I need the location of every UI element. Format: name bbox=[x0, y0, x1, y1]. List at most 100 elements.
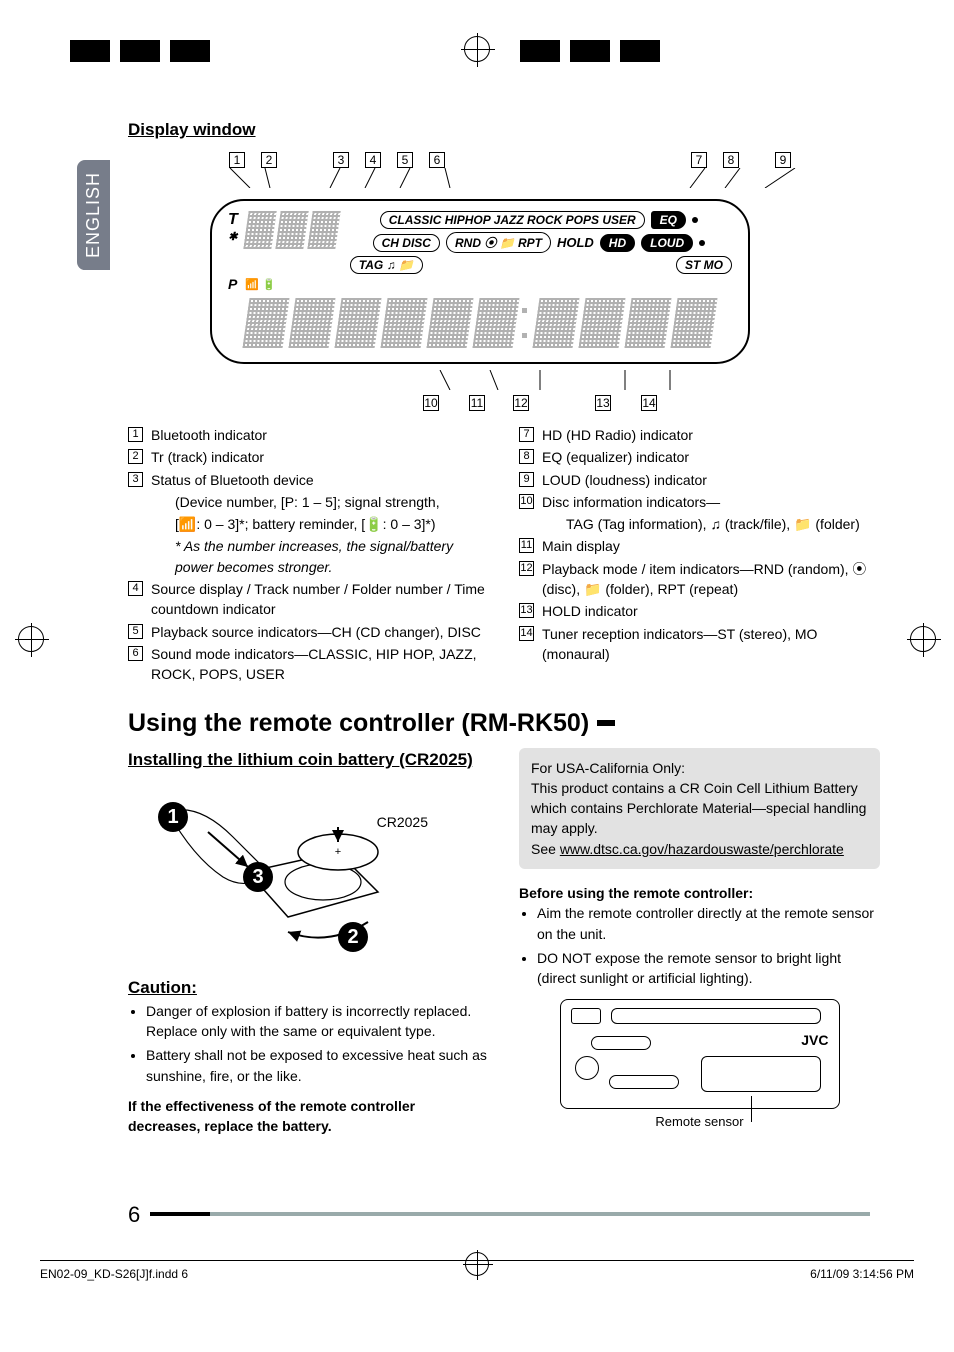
definition-row: 13HOLD indicator bbox=[519, 601, 880, 621]
definition-number: 12 bbox=[519, 561, 534, 576]
effectiveness-note: If the effectiveness of the remote contr… bbox=[128, 1096, 489, 1137]
install-heading: Installing the lithium coin battery (CR2… bbox=[128, 748, 489, 773]
lcd-panel: T ✱ CLASSIC HIPHOP JAZZ ROCK POPS USER E… bbox=[210, 199, 750, 364]
definition-number: 13 bbox=[519, 603, 534, 618]
callout-10: 10 bbox=[423, 395, 439, 411]
callout-12: 12 bbox=[513, 395, 529, 411]
definition-text: Bluetooth indicator bbox=[151, 425, 267, 445]
registration-mark-top bbox=[464, 36, 490, 62]
definition-number: 6 bbox=[128, 646, 143, 661]
lcd-p-label: P bbox=[228, 276, 237, 292]
caution-list: Danger of explosion if battery is incorr… bbox=[128, 1001, 489, 1086]
definition-number: 14 bbox=[519, 626, 534, 641]
lcd-t-label: T bbox=[228, 211, 238, 229]
definition-row: 1 Bluetooth indicator bbox=[128, 425, 489, 445]
head-unit-figure: JVC bbox=[560, 999, 840, 1109]
definition-number: 4 bbox=[128, 581, 143, 596]
callout-6: 6 bbox=[429, 152, 445, 168]
definition-row: 11 Main display bbox=[519, 536, 880, 556]
definition-number: 2 bbox=[128, 449, 143, 464]
callout-1: 1 bbox=[229, 152, 245, 168]
lcd-stmo: ST MO bbox=[676, 256, 732, 274]
page-content: ENGLISH Display window 1 2 3 4 5 6 7 8 9 bbox=[80, 120, 880, 1137]
definition-text: Playback mode / item indicators—RND (ran… bbox=[542, 559, 880, 600]
battery-install-figure: + 1 3 2 CR2025 bbox=[138, 782, 438, 962]
definition-text: [📶: 0 – 3]*; battery reminder, [🔋: 0 – 3… bbox=[175, 514, 436, 534]
definition-text: (Device number, [P: 1 – 5]; signal stren… bbox=[175, 492, 440, 512]
definition-number: 11 bbox=[519, 538, 534, 553]
before-item: Aim the remote controller directly at th… bbox=[537, 903, 880, 944]
registration-mark-left bbox=[18, 626, 44, 652]
callout-2: 2 bbox=[261, 152, 277, 168]
svg-text:+: + bbox=[335, 846, 341, 858]
right-column: For USA-California Only: This product co… bbox=[519, 748, 880, 1137]
california-line1: For USA-California Only: bbox=[531, 758, 868, 778]
callout-7: 7 bbox=[691, 152, 707, 168]
footer-left: EN02-09_KD-S26[J]f.indd 6 bbox=[40, 1267, 188, 1281]
registration-mark-right bbox=[910, 626, 936, 652]
california-notice: For USA-California Only: This product co… bbox=[519, 748, 880, 869]
lcd-tag: TAG ♫ 📁 bbox=[350, 256, 423, 274]
definition-row: 10 Disc information indicators— bbox=[519, 492, 880, 512]
lcd-digit bbox=[275, 211, 308, 249]
callout-5: 5 bbox=[397, 152, 413, 168]
lcd-chdisc: CH DISC bbox=[373, 234, 440, 252]
section-title: Using the remote controller (RM-RK50) bbox=[128, 709, 880, 738]
lcd-hd: HD bbox=[600, 234, 635, 252]
lcd-modes: CLASSIC HIPHOP JAZZ ROCK POPS USER bbox=[380, 211, 645, 229]
definition-row: 6Sound mode indicators—CLASSIC, HIP HOP,… bbox=[128, 644, 489, 685]
california-line3: See www.dtsc.ca.gov/hazardouswaste/perch… bbox=[531, 839, 868, 859]
definition-text: Main display bbox=[542, 536, 620, 556]
display-window-heading: Display window bbox=[128, 120, 880, 140]
definition-text: EQ (equalizer) indicator bbox=[542, 447, 689, 467]
lcd-eq: EQ bbox=[651, 211, 686, 229]
callout-14: 14 bbox=[641, 395, 657, 411]
california-link[interactable]: www.dtsc.ca.gov/hazardouswaste/perchlora… bbox=[560, 841, 844, 857]
lcd-loud: LOUD bbox=[641, 234, 693, 252]
definition-text: Status of Bluetooth device bbox=[151, 470, 314, 490]
lcd-rnd-rpt: RND ⦿ 📁 RPT bbox=[446, 232, 551, 253]
definition-row: * As the number increases, the signal/ba… bbox=[152, 536, 489, 577]
callout-11: 11 bbox=[469, 395, 485, 411]
display-window-figure: 1 2 3 4 5 6 7 8 9 T bbox=[80, 152, 880, 411]
california-line2: This product contains a CR Coin Cell Lit… bbox=[531, 778, 868, 839]
definition-text: Source display / Track number / Folder n… bbox=[151, 579, 489, 620]
callout-13: 13 bbox=[595, 395, 611, 411]
definition-row: 4 Source display / Track number / Folder … bbox=[128, 579, 489, 620]
lcd-main-display bbox=[228, 298, 732, 348]
definition-number: 5 bbox=[128, 624, 143, 639]
callout-9: 9 bbox=[775, 152, 791, 168]
before-heading: Before using the remote controller: bbox=[519, 883, 880, 903]
page-number: 6 bbox=[128, 1202, 140, 1228]
battery-label: CR2025 bbox=[377, 812, 428, 832]
before-list: Aim the remote controller directly at th… bbox=[519, 903, 880, 988]
callout-4: 4 bbox=[365, 152, 381, 168]
definition-number: 3 bbox=[128, 472, 143, 487]
definition-number: 9 bbox=[519, 472, 534, 487]
definition-row: 12 Playback mode / item indicators—RND (r… bbox=[519, 559, 880, 600]
leader-lines-bottom bbox=[130, 370, 830, 390]
definition-number: 10 bbox=[519, 494, 534, 509]
definition-row: 7HD (HD Radio) indicator bbox=[519, 425, 880, 445]
definition-text: Tuner reception indicators—ST (stereo), … bbox=[542, 624, 880, 665]
step-3-badge: 3 bbox=[243, 862, 273, 892]
definition-row: (Device number, [P: 1 – 5]; signal stren… bbox=[152, 492, 489, 512]
definition-number: 8 bbox=[519, 449, 534, 464]
definition-row: TAG (Tag information), ♫ (track/file), 📁… bbox=[543, 514, 880, 534]
definition-number: 7 bbox=[519, 427, 534, 442]
definition-number: 1 bbox=[128, 427, 143, 442]
definition-row: 2Tr (track) indicator bbox=[128, 447, 489, 467]
before-item: DO NOT expose the remote sensor to brigh… bbox=[537, 948, 880, 989]
step-1-badge: 1 bbox=[158, 802, 188, 832]
definition-row: 8 EQ (equalizer) indicator bbox=[519, 447, 880, 467]
caution-item: Danger of explosion if battery is incorr… bbox=[146, 1001, 489, 1042]
unit-brand: JVC bbox=[801, 1030, 828, 1050]
lcd-hold: HOLD bbox=[557, 235, 594, 250]
definition-text: TAG (Tag information), ♫ (track/file), 📁… bbox=[566, 514, 860, 534]
lcd-digit bbox=[243, 211, 276, 249]
definition-row: 14 Tuner reception indicators—ST (stereo)… bbox=[519, 624, 880, 665]
step-2-badge: 2 bbox=[338, 922, 368, 952]
definition-text: Disc information indicators— bbox=[542, 492, 720, 512]
remote-sensor-label: Remote sensor bbox=[519, 1113, 880, 1132]
definition-row: 9LOUD (loudness) indicator bbox=[519, 470, 880, 490]
